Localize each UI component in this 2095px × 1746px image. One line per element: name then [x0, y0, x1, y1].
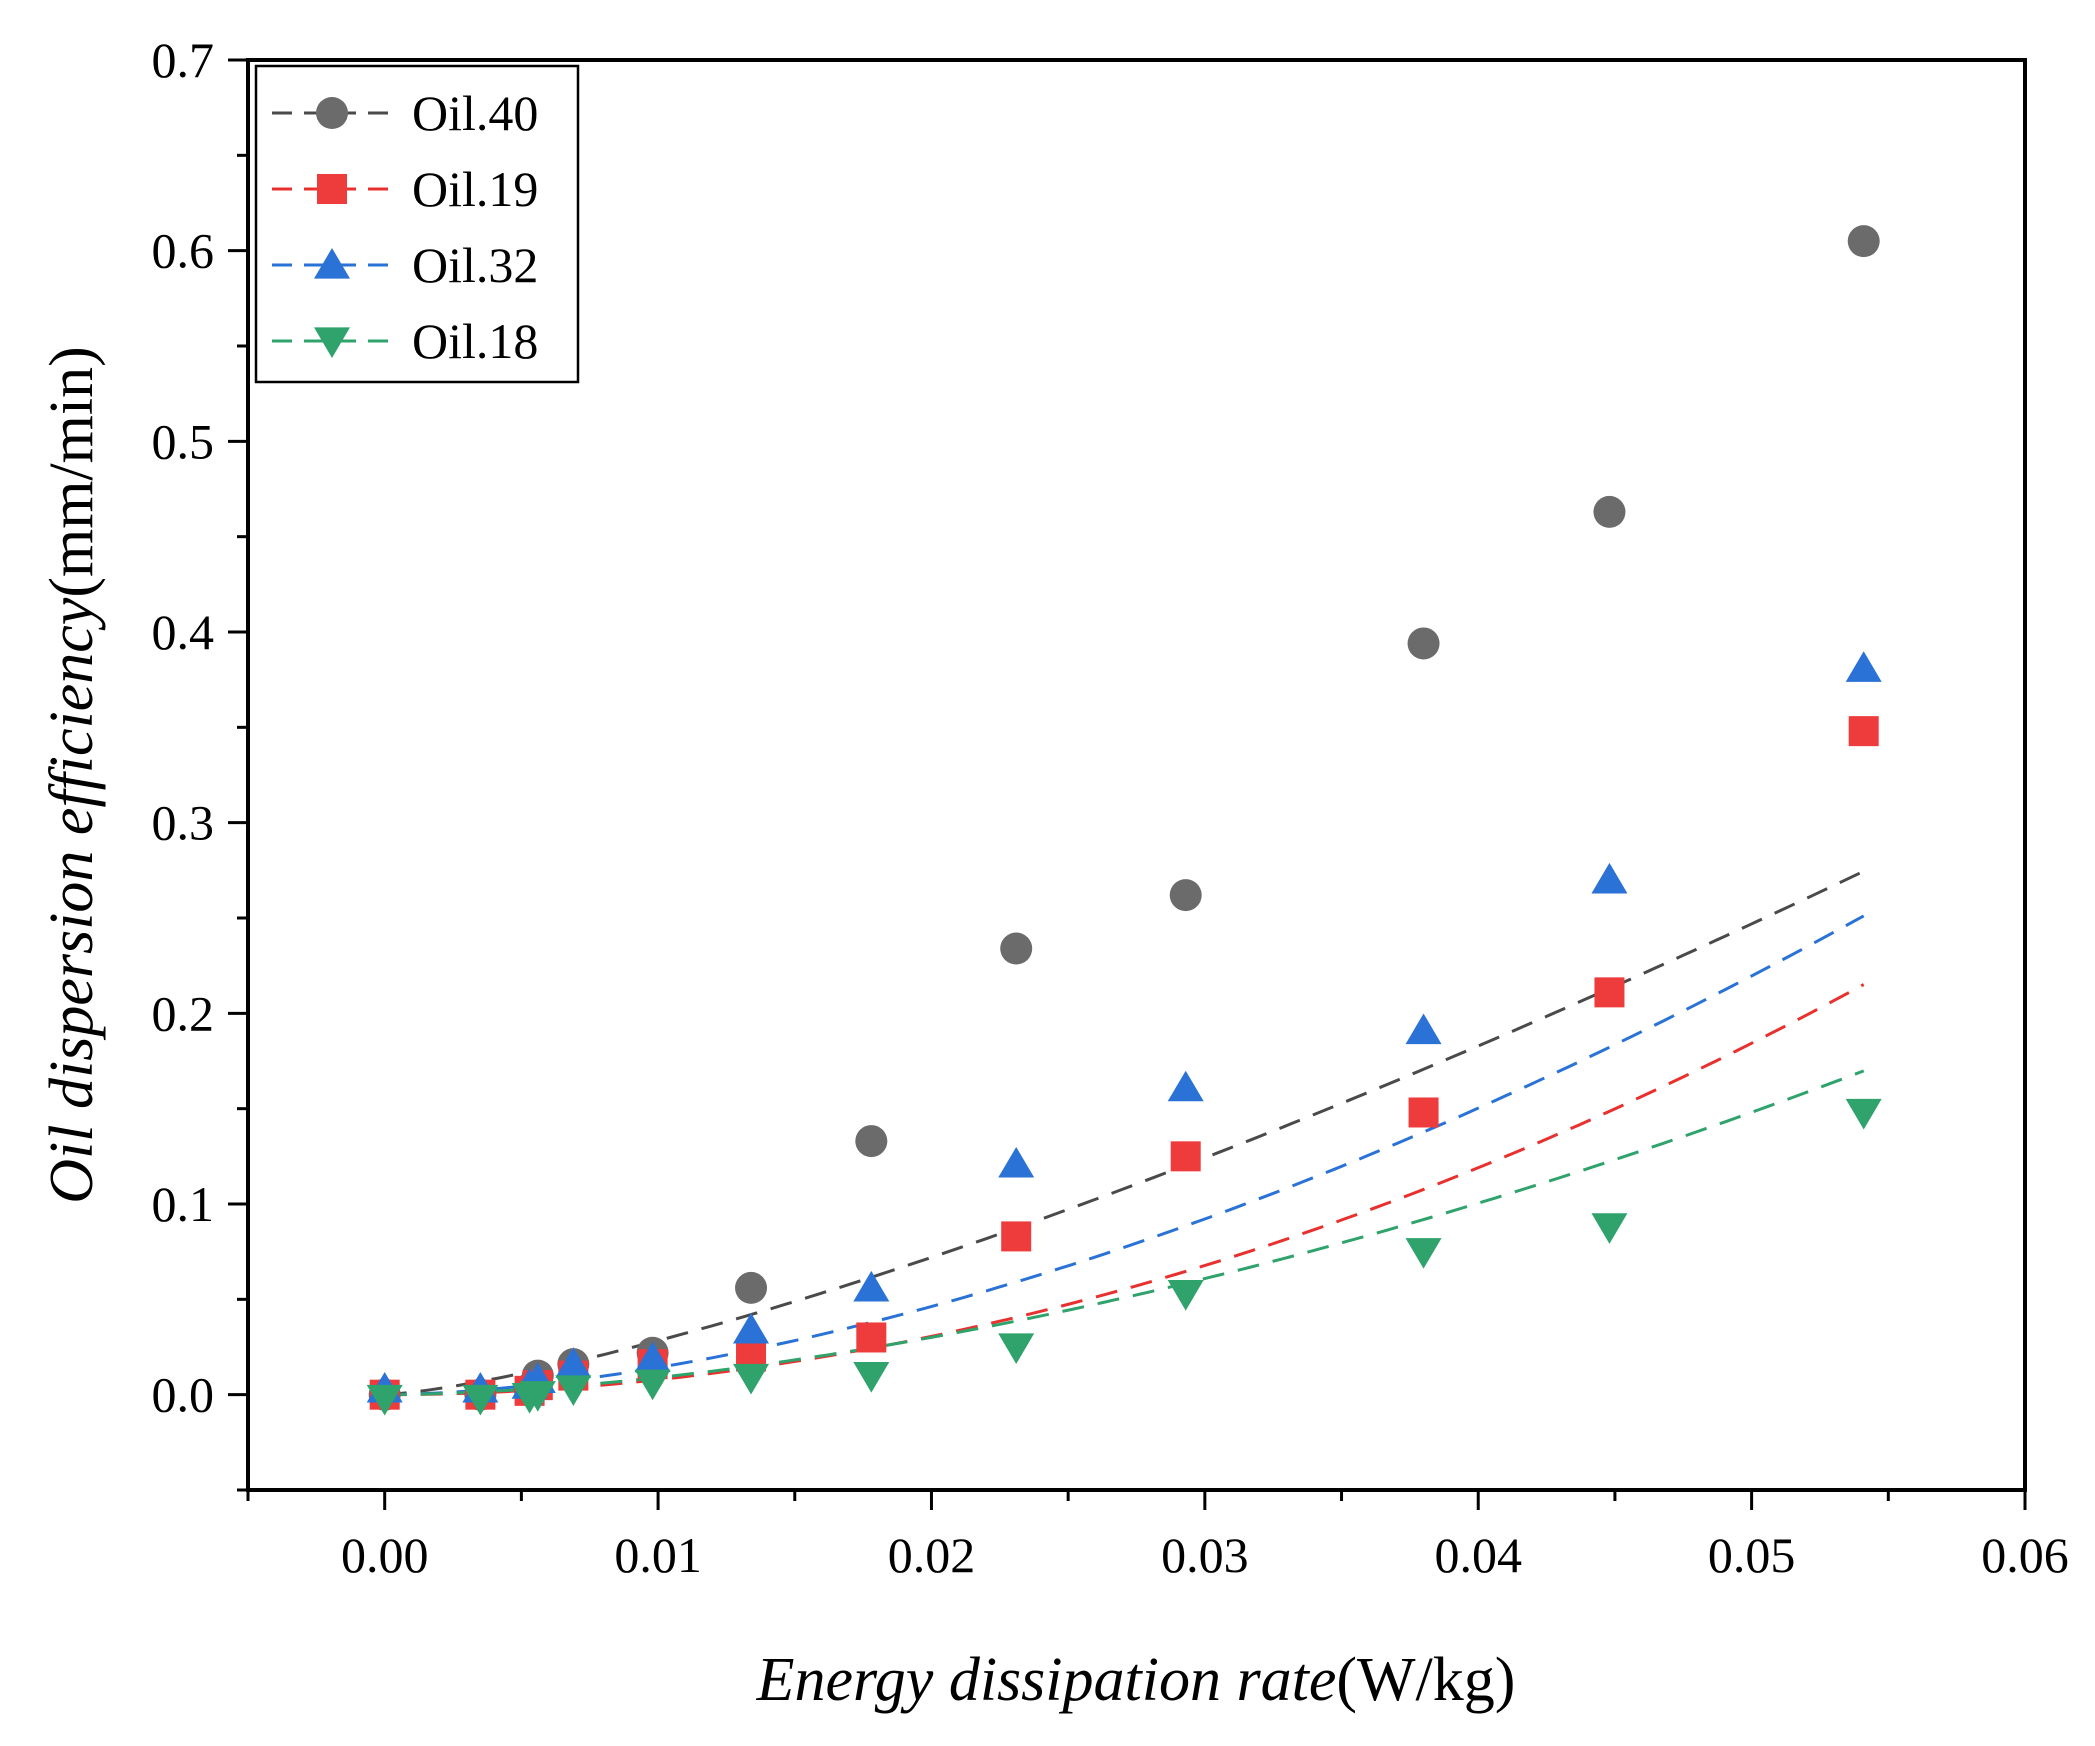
- legend-marker-Oil.32: [314, 248, 350, 279]
- x-tick-label: 0.06: [1981, 1527, 2069, 1583]
- x-tick-label: 0.00: [341, 1527, 429, 1583]
- data-point-Oil.19: [1170, 1141, 1201, 1172]
- data-markers: [366, 225, 1882, 1416]
- data-point-Oil.18: [462, 1384, 499, 1416]
- legend-label-Oil.32: Oil.32: [412, 237, 538, 293]
- legend-label-Oil.40: Oil.40: [412, 85, 538, 141]
- y-tick-label: 0.5: [152, 413, 215, 469]
- data-point-Oil.40: [1407, 627, 1440, 660]
- fit-line-Oil.18: [384, 1069, 1865, 1397]
- fit-line-Oil.40: [384, 869, 1865, 1397]
- data-point-Oil.40: [735, 1271, 768, 1304]
- data-point-Oil.40: [1847, 225, 1880, 258]
- data-point-Oil.19: [856, 1322, 887, 1353]
- y-tick-label: 0.2: [152, 985, 215, 1041]
- data-point-Oil.40: [1593, 495, 1626, 528]
- data-point-Oil.18: [555, 1375, 592, 1406]
- legend-marker-Oil.19: [317, 174, 347, 204]
- data-point-Oil.18: [853, 1362, 890, 1393]
- legend-marker-Oil.18: [314, 327, 350, 358]
- data-point-Oil.18: [733, 1363, 770, 1395]
- data-point-Oil.19: [1001, 1221, 1032, 1252]
- data-point-Oil.18: [366, 1384, 403, 1416]
- data-point-Oil.18: [998, 1333, 1035, 1364]
- y-tick-label: 0.1: [152, 1176, 215, 1232]
- legend-marker-Oil.40: [316, 97, 348, 129]
- data-point-Oil.40: [1169, 879, 1202, 912]
- data-point-Oil.32: [1591, 862, 1628, 894]
- data-point-Oil.32: [998, 1146, 1035, 1178]
- data-point-Oil.32: [853, 1270, 890, 1302]
- data-point-Oil.18: [519, 1381, 556, 1412]
- data-point-Oil.32: [634, 1341, 671, 1373]
- y-tick-label: 0.0: [152, 1367, 215, 1423]
- data-point-Oil.19: [1408, 1097, 1439, 1128]
- x-tick-label: 0.01: [614, 1527, 702, 1583]
- legend-label-Oil.19: Oil.19: [412, 161, 538, 217]
- data-point-Oil.32: [1167, 1070, 1204, 1102]
- data-point-Oil.18: [634, 1369, 671, 1401]
- data-point-Oil.40: [1000, 932, 1033, 965]
- data-point-Oil.18: [1845, 1098, 1882, 1130]
- x-tick-label: 0.02: [888, 1527, 976, 1583]
- data-point-Oil.32: [1845, 651, 1882, 682]
- y-tick-label: 0.4: [152, 604, 215, 660]
- legend: Oil.40 Oil.19 Oil.32 Oil.18: [254, 64, 580, 384]
- data-point-Oil.40: [855, 1125, 888, 1158]
- data-point-Oil.18: [1405, 1238, 1442, 1269]
- x-tick-label: 0.05: [1708, 1527, 1796, 1583]
- fit-line-Oil.19: [384, 983, 1865, 1397]
- fit-line-Oil.32: [384, 914, 1865, 1397]
- data-point-Oil.32: [733, 1312, 770, 1344]
- legend-label-Oil.18: Oil.18: [412, 313, 538, 369]
- x-axis-title: Energy dissipation rate(W/kg): [756, 1646, 1516, 1714]
- data-point-Oil.18: [1591, 1213, 1628, 1244]
- y-tick-label: 0.3: [152, 795, 215, 851]
- y-tick-label: 0.7: [152, 32, 215, 88]
- plot-frame: [246, 58, 2027, 1492]
- x-axis-ticks: 0.00 0.01 0.02 0.03 0.04 0.05 0.06: [246, 1490, 2069, 1583]
- x-tick-label: 0.03: [1161, 1527, 1249, 1583]
- data-point-Oil.19: [1848, 716, 1879, 747]
- data-point-Oil.32: [1405, 1013, 1442, 1045]
- data-point-Oil.18: [1167, 1280, 1204, 1311]
- legend-box: [254, 64, 580, 384]
- data-point-Oil.32: [555, 1347, 592, 1378]
- y-tick-label: 0.6: [152, 223, 215, 279]
- y-axis-title: Oil dispersion efficiency(mm/min): [38, 346, 106, 1204]
- y-axis-ticks: 0.0 0.1 0.2 0.3 0.4 0.5 0.6 0.7: [152, 32, 248, 1492]
- fit-lines: [384, 869, 1865, 1397]
- data-point-Oil.19: [1594, 977, 1625, 1008]
- x-tick-label: 0.04: [1434, 1527, 1522, 1583]
